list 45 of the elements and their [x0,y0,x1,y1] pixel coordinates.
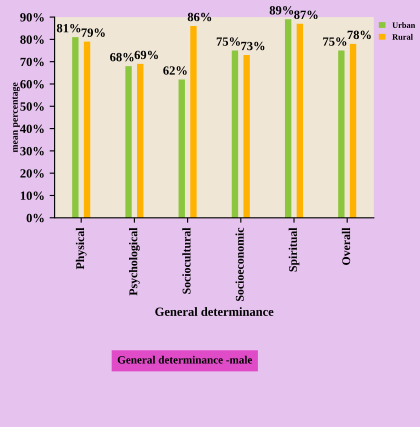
x-tick-label: Spiritual [288,228,300,272]
y-tick-label: 30% [20,146,44,156]
y-tick-label: 10% [20,191,44,200]
bar [72,37,79,218]
y-tick-label: 40% [20,124,44,134]
y-tick-label: 70% [20,58,44,66]
y-tick-label: 60% [20,80,44,88]
data-label: 81% [56,24,80,32]
x-tick-label: Sociocultural [182,228,191,294]
y-tick-label: 50% [20,102,44,111]
data-label: 73% [241,42,264,50]
bar [296,24,304,218]
data-label: 75% [323,37,346,46]
data-label: 86% [188,12,212,22]
data-label: 62% [163,66,187,75]
legend-label: Urban [392,22,416,28]
bar [284,19,292,218]
text: General determinance -male [118,356,252,364]
x-tick-label: Physical [76,228,87,270]
data-label: 68% [110,52,134,62]
data-label: 78% [348,30,371,40]
y-axis-title: mean percentage [12,82,20,152]
legend-label: Rural [392,34,413,40]
data-label: 89% [270,6,294,15]
y-tick-label: 20% [20,169,44,178]
bar [137,64,144,218]
x-tick-label: Psychological [129,228,140,296]
bar [125,66,132,218]
bar [338,50,345,218]
bar [84,42,90,218]
data-label: 79% [82,28,105,37]
y-tick-label: 90% [20,13,44,22]
bar [178,80,185,218]
y-tick-label: 80% [20,35,44,44]
data-label: 69% [134,50,158,60]
x-tick-label: Socioeconomic [235,228,244,301]
bar [243,54,250,218]
y-tick-label: 0% [26,214,44,222]
data-label: 75% [216,37,240,46]
data-label: 87% [294,10,318,20]
bar [190,26,197,218]
bar [232,50,238,218]
x-tick-label: Overall [342,228,350,265]
x-axis-title: General determinance [155,307,274,316]
bar [350,44,356,218]
